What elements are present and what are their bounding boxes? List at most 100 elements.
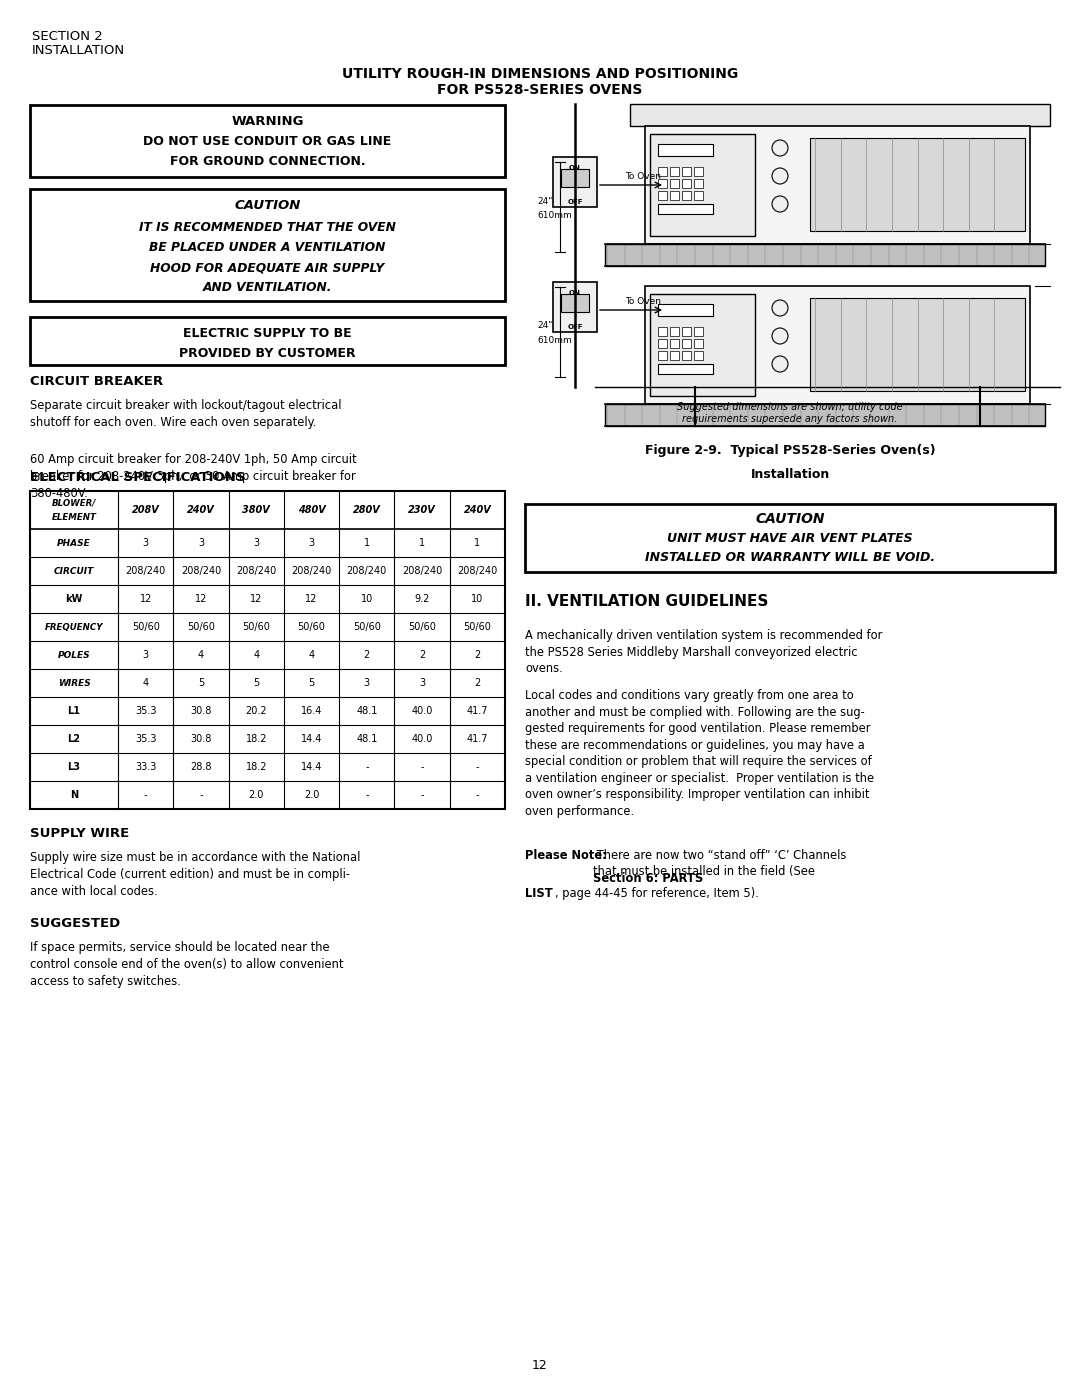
Bar xyxy=(658,305,713,316)
Text: INSTALLATION: INSTALLATION xyxy=(32,43,125,57)
Text: , page 44-45 for reference, Item 5).: , page 44-45 for reference, Item 5). xyxy=(555,887,759,900)
Text: 240V: 240V xyxy=(463,504,491,515)
Text: WARNING: WARNING xyxy=(231,115,303,129)
Text: 30.8: 30.8 xyxy=(190,705,212,717)
Text: OFF: OFF xyxy=(567,324,583,330)
Bar xyxy=(810,298,1025,391)
Text: 208/240: 208/240 xyxy=(347,566,387,576)
Text: 5: 5 xyxy=(198,678,204,687)
Text: Suggested dimensions are shown; utility code
requirements supersede any factors : Suggested dimensions are shown; utility … xyxy=(677,402,903,423)
Text: SECTION 2: SECTION 2 xyxy=(32,29,103,43)
Bar xyxy=(670,168,679,176)
Text: 60 Amp circuit breaker for 208-240V 1ph, 50 Amp circuit
breaker for 208-240V 3ph: 60 Amp circuit breaker for 208-240V 1ph,… xyxy=(30,453,356,500)
Text: Separate circuit breaker with lockout/tagout electrical
shutoff for each oven. W: Separate circuit breaker with lockout/ta… xyxy=(30,400,341,429)
Text: 610mm: 610mm xyxy=(537,335,571,345)
Text: 24": 24" xyxy=(537,197,552,205)
Text: SUGGESTED: SUGGESTED xyxy=(30,916,120,930)
Bar xyxy=(670,327,679,337)
Text: AND VENTILATION.: AND VENTILATION. xyxy=(203,281,333,293)
Text: 4: 4 xyxy=(253,650,259,659)
Text: 50/60: 50/60 xyxy=(408,622,436,631)
Text: 33.3: 33.3 xyxy=(135,761,157,773)
Text: Supply wire size must be in accordance with the National
Electrical Code (curren: Supply wire size must be in accordance w… xyxy=(30,851,361,898)
Text: PROVIDED BY CUSTOMER: PROVIDED BY CUSTOMER xyxy=(179,346,355,360)
Text: CIRCUIT: CIRCUIT xyxy=(54,567,94,576)
Bar xyxy=(30,189,505,300)
Text: ON: ON xyxy=(569,165,581,170)
Text: BE PLACED UNDER A VENTILATION: BE PLACED UNDER A VENTILATION xyxy=(149,242,386,254)
Bar xyxy=(30,490,505,809)
Bar xyxy=(670,351,679,360)
Text: 14.4: 14.4 xyxy=(301,733,322,745)
Circle shape xyxy=(772,356,788,372)
Text: 380V: 380V xyxy=(242,504,270,515)
Text: WIRES: WIRES xyxy=(57,679,91,687)
Text: ON: ON xyxy=(569,291,581,296)
Text: 4: 4 xyxy=(198,650,204,659)
Text: 14.4: 14.4 xyxy=(301,761,322,773)
Text: 40.0: 40.0 xyxy=(411,705,433,717)
Text: 41.7: 41.7 xyxy=(467,705,488,717)
Bar xyxy=(681,168,691,176)
Text: DO NOT USE CONDUIT OR GAS LINE: DO NOT USE CONDUIT OR GAS LINE xyxy=(144,136,392,148)
Text: II. VENTILATION GUIDELINES: II. VENTILATION GUIDELINES xyxy=(525,594,768,609)
Text: 50/60: 50/60 xyxy=(298,622,325,631)
Bar xyxy=(681,351,691,360)
Bar xyxy=(650,134,755,236)
Text: CAUTION: CAUTION xyxy=(755,511,825,527)
Bar xyxy=(694,351,703,360)
Text: Local codes and conditions vary greatly from one area to
another and must be com: Local codes and conditions vary greatly … xyxy=(525,689,874,817)
Bar xyxy=(605,244,1045,265)
Bar xyxy=(810,138,1025,231)
Text: UNIT MUST HAVE AIR VENT PLATES: UNIT MUST HAVE AIR VENT PLATES xyxy=(667,532,913,545)
Text: 3: 3 xyxy=(364,678,369,687)
Text: -: - xyxy=(475,789,480,800)
Text: 610mm: 610mm xyxy=(537,211,571,219)
Bar xyxy=(658,351,667,360)
Bar xyxy=(694,168,703,176)
Bar xyxy=(650,293,755,395)
Text: 3: 3 xyxy=(309,538,314,548)
Text: 1: 1 xyxy=(474,538,481,548)
Circle shape xyxy=(772,328,788,344)
Bar xyxy=(645,126,1030,244)
Text: 2.0: 2.0 xyxy=(303,789,320,800)
Text: 2: 2 xyxy=(419,650,426,659)
Bar xyxy=(658,327,667,337)
Bar xyxy=(658,365,713,374)
Bar xyxy=(681,191,691,200)
Text: ELECTRIC SUPPLY TO BE: ELECTRIC SUPPLY TO BE xyxy=(184,327,352,339)
Text: 10: 10 xyxy=(361,594,373,604)
Text: 16.4: 16.4 xyxy=(301,705,322,717)
Text: FOR GROUND CONNECTION.: FOR GROUND CONNECTION. xyxy=(170,155,365,168)
Text: 12: 12 xyxy=(194,594,207,604)
Text: 2: 2 xyxy=(364,650,370,659)
Text: 208V: 208V xyxy=(132,504,160,515)
Text: N: N xyxy=(70,789,78,800)
Text: Figure 2-9.  Typical PS528-Series Oven(s): Figure 2-9. Typical PS528-Series Oven(s) xyxy=(645,444,935,457)
Text: 1: 1 xyxy=(419,538,426,548)
Text: 20.2: 20.2 xyxy=(245,705,267,717)
Bar xyxy=(670,191,679,200)
Text: 18.2: 18.2 xyxy=(245,733,267,745)
Text: FOR PS528-SERIES OVENS: FOR PS528-SERIES OVENS xyxy=(437,82,643,96)
Text: 2.0: 2.0 xyxy=(248,789,264,800)
Text: 208/240: 208/240 xyxy=(125,566,165,576)
Text: L1: L1 xyxy=(67,705,81,717)
Bar xyxy=(658,204,713,214)
Text: PHASE: PHASE xyxy=(57,538,91,548)
Text: -: - xyxy=(420,761,423,773)
Bar xyxy=(694,339,703,348)
Text: 4: 4 xyxy=(309,650,314,659)
Text: -: - xyxy=(144,789,147,800)
Bar xyxy=(694,191,703,200)
Bar xyxy=(553,156,597,207)
Text: 50/60: 50/60 xyxy=(242,622,270,631)
Text: Installation: Installation xyxy=(751,468,829,481)
Text: ELEMENT: ELEMENT xyxy=(52,513,96,521)
Text: LIST: LIST xyxy=(525,887,553,900)
Text: To Oven: To Oven xyxy=(625,298,661,306)
Bar xyxy=(694,327,703,337)
Text: 2: 2 xyxy=(474,678,481,687)
Text: 24": 24" xyxy=(537,321,552,331)
